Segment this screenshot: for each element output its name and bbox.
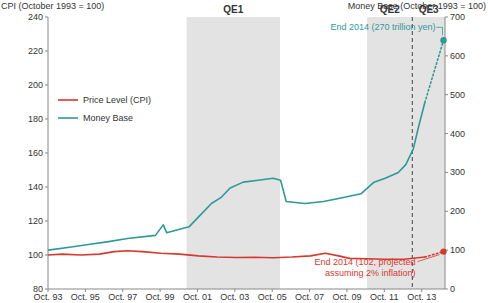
y2-tick-label: 100: [450, 245, 465, 255]
y2-tick: [445, 133, 448, 134]
x-axis: [48, 289, 445, 290]
x-tick-label: Oct. 93: [33, 292, 62, 302]
y-tick-label: 140: [28, 182, 43, 192]
region-label: QE1: [223, 4, 243, 15]
y2-tick: [445, 94, 448, 95]
y-tick-label: 240: [28, 12, 43, 22]
y2-tick: [445, 172, 448, 173]
annotation-arrow: [437, 27, 443, 35]
series-line: [48, 102, 425, 250]
y-tick: [45, 51, 48, 52]
y2-tick: [445, 55, 448, 56]
y2-tick-label: 300: [450, 167, 465, 177]
legend-label: Money Base: [83, 113, 133, 123]
region-shade: [187, 17, 280, 289]
lines: [48, 40, 444, 259]
x-tick-label: Oct. 03: [220, 292, 249, 302]
y-tick-label: 220: [28, 46, 43, 56]
y-tick: [45, 85, 48, 86]
region-shade: [367, 17, 412, 289]
x-tick-label: Oct. 97: [108, 292, 137, 302]
y-tick: [45, 153, 48, 154]
legend-swatch: [58, 99, 78, 101]
annotation: End 2014 (270 trillion yen): [330, 22, 435, 32]
y2-axis-title: Money Base (October 1993 = 100): [348, 1, 486, 11]
y-tick-label: 120: [28, 216, 43, 226]
y-tick-label: 200: [28, 80, 43, 90]
y-tick: [45, 119, 48, 120]
x-tick-label: Oct. 95: [71, 292, 100, 302]
chart: QE1QE2QE38010012014016018020022024001002…: [0, 0, 488, 303]
x-tick-label: Oct. 01: [183, 292, 212, 302]
y2-tick-label: 700: [450, 12, 465, 22]
y-axis-title: CPI (October 1993 = 100): [1, 1, 104, 11]
series-marker: [440, 37, 446, 43]
y2-tick: [445, 289, 448, 290]
y-tick-label: 180: [28, 114, 43, 124]
annotation: End 2014 (102, projected: [314, 257, 415, 267]
x-tick-label: Oct. 99: [146, 292, 175, 302]
x-tick-label: Oct. 07: [295, 292, 324, 302]
legend-label: Price Level (CPI): [83, 95, 151, 105]
x-tick-label: Oct. 05: [258, 292, 287, 302]
y2-tick-label: 600: [450, 51, 465, 61]
y2-axis: [445, 17, 446, 289]
legend-swatch: [58, 117, 78, 119]
y-tick: [45, 255, 48, 256]
x-tick-label: Oct. 09: [332, 292, 361, 302]
annotation-arrow: [418, 255, 440, 262]
y-tick-label: 160: [28, 148, 43, 158]
y2-tick: [445, 211, 448, 212]
markers: [440, 37, 446, 255]
region-shade: [412, 17, 445, 289]
x-tick-label: Oct. 11: [370, 292, 398, 302]
y2-tick-label: 200: [450, 206, 465, 216]
y2-tick-label: 0: [450, 284, 455, 294]
y2-tick-label: 500: [450, 90, 465, 100]
series-marker: [440, 248, 446, 254]
annotation: assuming 2% inflation): [325, 268, 416, 278]
x-tick-label: Oct. 13: [407, 292, 436, 302]
y-tick: [45, 187, 48, 188]
regions: [187, 17, 445, 289]
y-tick: [45, 221, 48, 222]
y2-tick-label: 400: [450, 129, 465, 139]
series-line: [425, 40, 444, 102]
y-tick-label: 100: [28, 250, 43, 260]
y2-tick: [445, 17, 448, 18]
y-tick: [45, 17, 48, 18]
